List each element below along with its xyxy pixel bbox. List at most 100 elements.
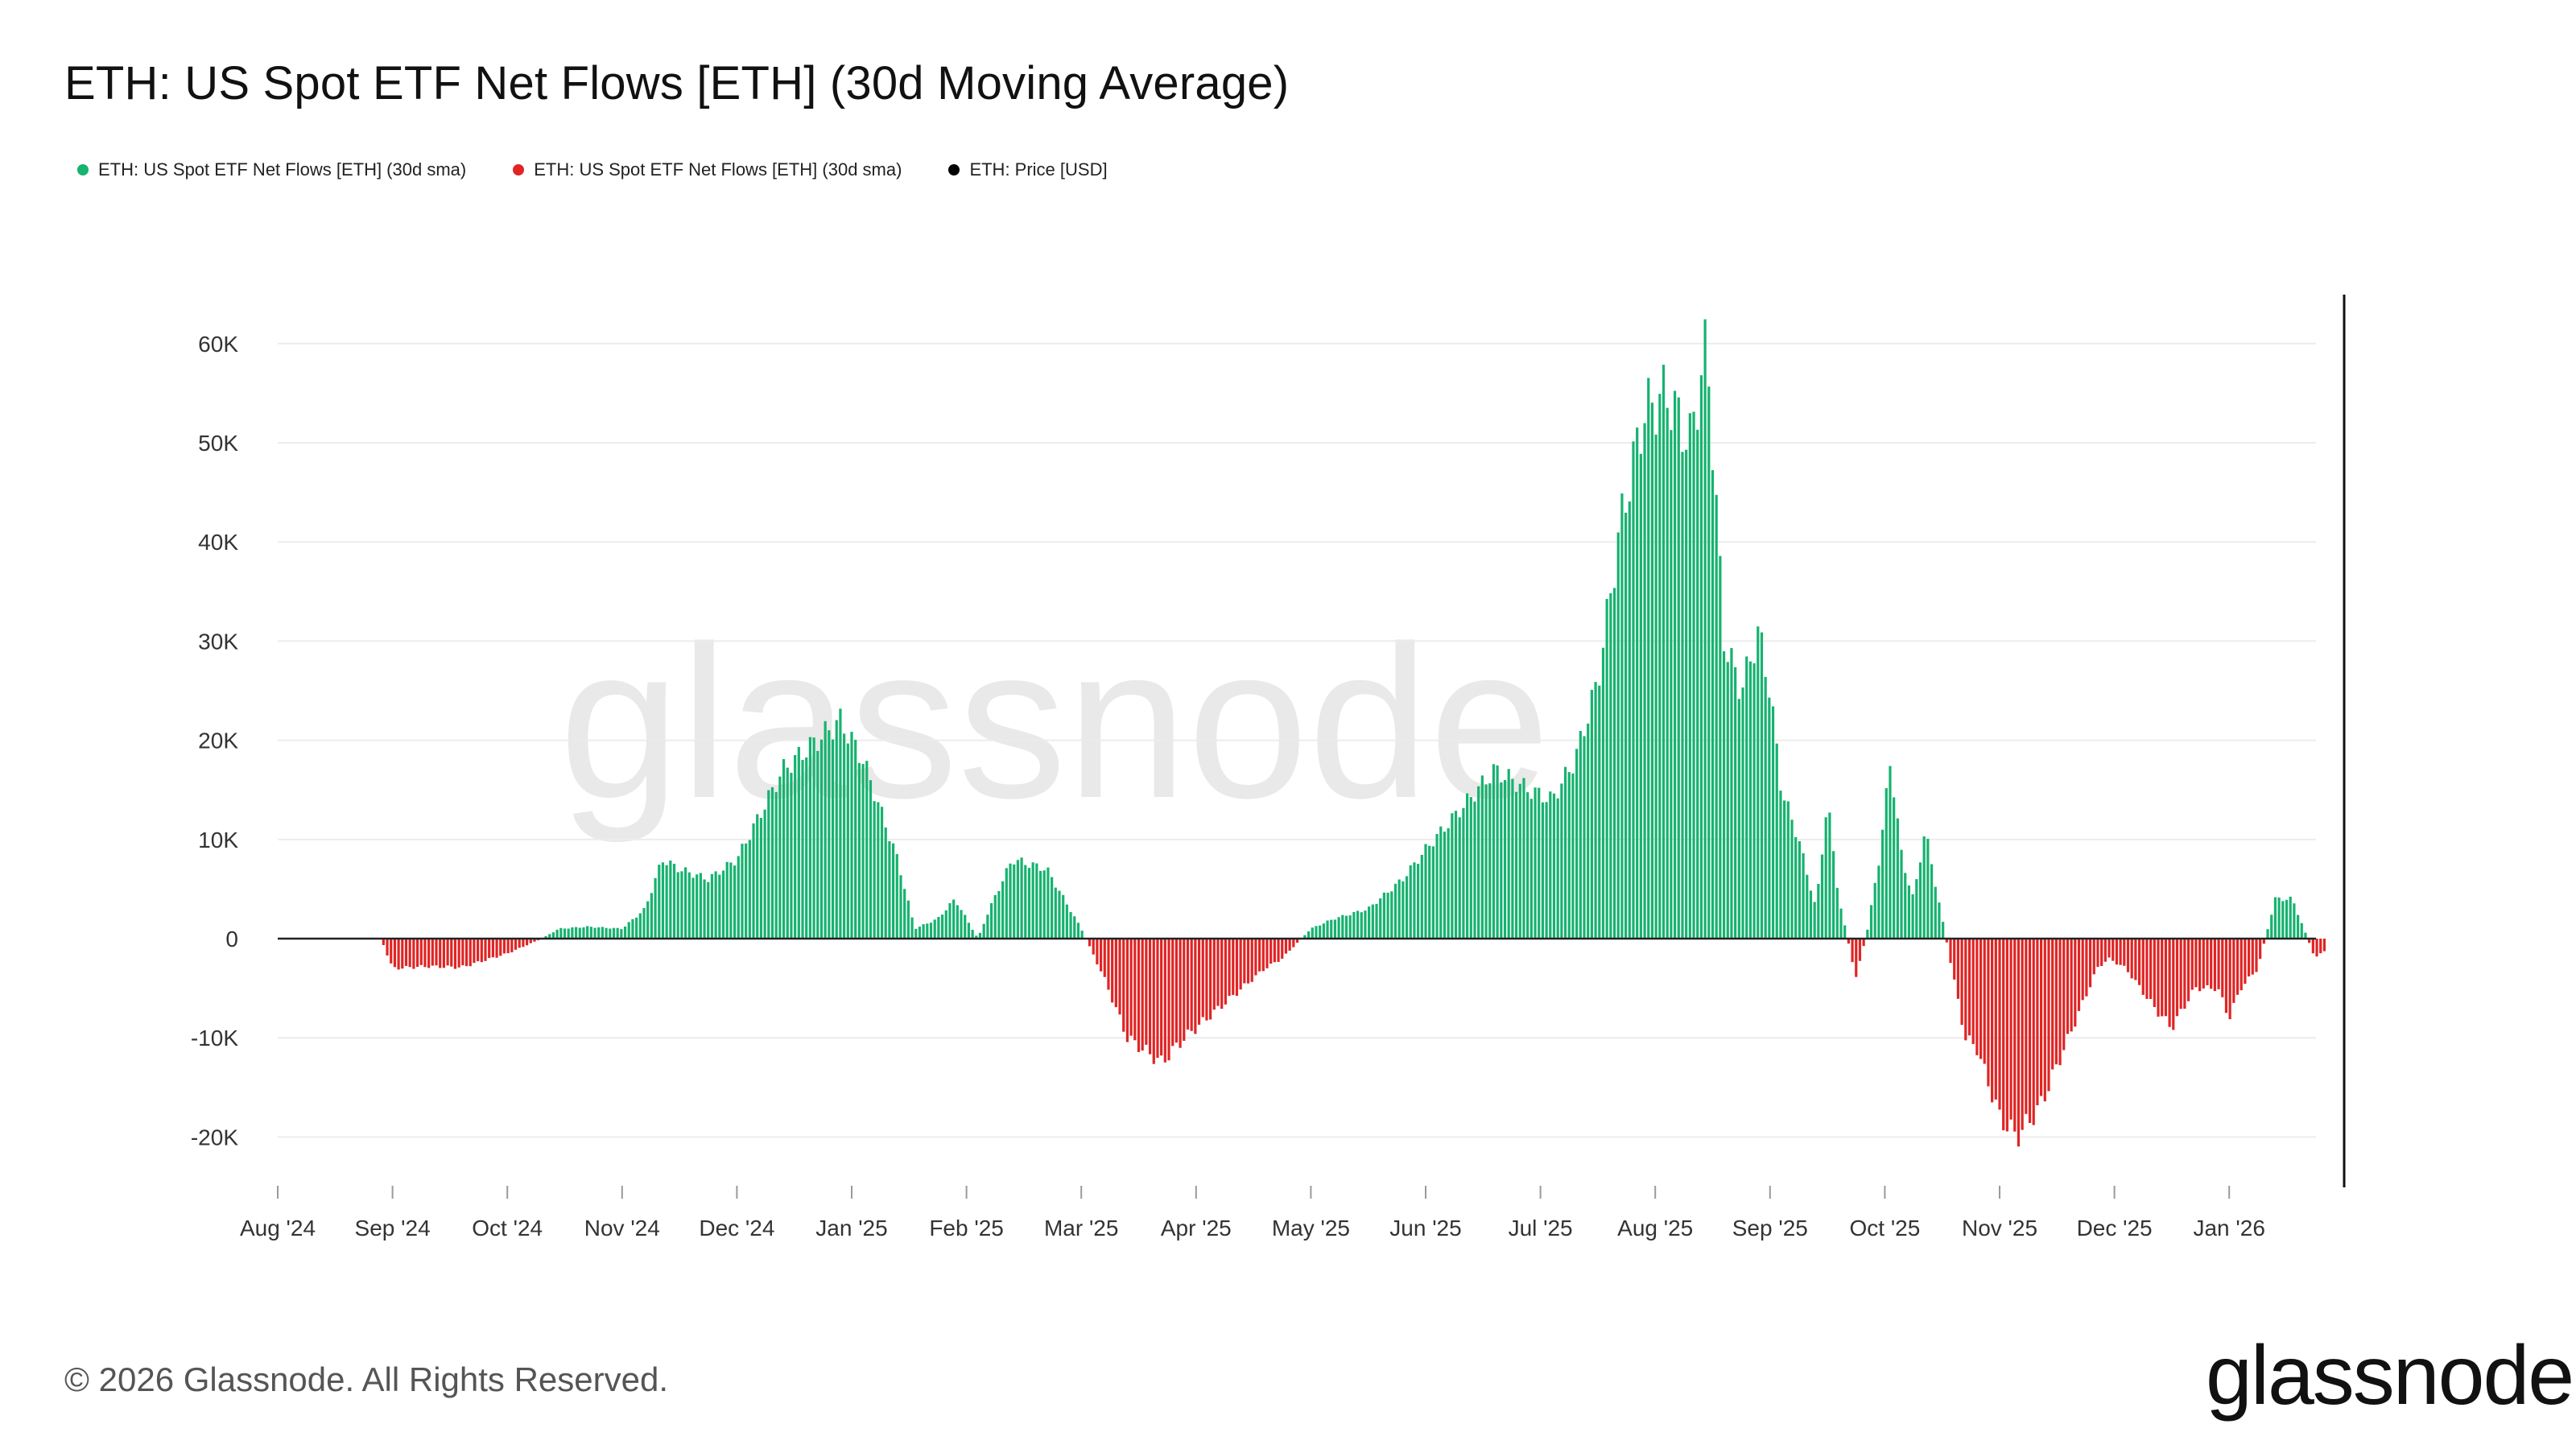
outflow-bar — [2134, 939, 2137, 980]
inflow-bar — [733, 865, 737, 939]
outflow-bar — [1137, 939, 1141, 1052]
outflow-bar — [529, 939, 532, 943]
legend-item-price[interactable]: ETH: Price [USD] — [948, 159, 1108, 180]
inflow-bar — [944, 910, 947, 939]
inflow-bar — [1820, 854, 1824, 939]
outflow-bar — [477, 939, 480, 962]
inflow-bar — [1530, 799, 1533, 939]
inflow-bar — [1616, 532, 1620, 939]
inflow-bar — [1813, 902, 1816, 939]
inflow-bar — [1798, 840, 1801, 939]
legend-item-inflows[interactable]: ETH: US Spot ETF Net Flows [ETH] (30d sm… — [77, 159, 466, 180]
outflow-bar — [1956, 939, 1960, 999]
outflow-bar — [2311, 939, 2314, 954]
outflow-bar — [2259, 939, 2262, 960]
outflow-bar — [1228, 939, 1231, 997]
inflow-bar — [1382, 892, 1386, 939]
x-tick-label: Dec '24 — [699, 1216, 774, 1241]
inflow-bar — [646, 901, 650, 939]
brand-logo: glassnode — [2206, 1329, 2574, 1422]
inflow-bar — [1307, 931, 1311, 939]
inflow-bar — [839, 708, 842, 939]
outflow-bar — [2190, 939, 2194, 990]
inflow-bar — [2277, 897, 2281, 939]
inflow-bar — [1330, 919, 1333, 939]
inflow-bar — [978, 932, 982, 939]
inflow-bar — [684, 867, 687, 939]
inflow-bar — [1042, 870, 1046, 939]
outflow-bar — [469, 939, 472, 967]
inflow-bar — [1371, 904, 1374, 939]
inflow-bar — [1484, 784, 1488, 939]
outflow-bar — [518, 939, 521, 948]
outflow-bar — [1273, 939, 1276, 963]
inflow-bar — [891, 843, 895, 939]
inflow-bar — [1647, 378, 1650, 939]
outflow-bar — [1220, 939, 1224, 1009]
inflow-bar — [612, 927, 616, 939]
inflow-bar — [714, 871, 717, 939]
inflow-bar — [869, 780, 873, 939]
inflow-bar — [903, 889, 906, 939]
outflow-bar — [1174, 939, 1179, 1043]
inflow-bar — [1918, 862, 1922, 939]
inflow-bar — [1757, 626, 1760, 939]
inflow-bar — [1832, 851, 1835, 939]
gridlines — [278, 342, 2316, 1138]
inflow-bar — [997, 890, 1001, 939]
inflow-bar — [1465, 793, 1469, 939]
inflow-bar — [922, 924, 925, 939]
inflow-bar — [1779, 791, 1782, 939]
inflow-bar — [1563, 766, 1567, 939]
inflow-bar — [1552, 793, 1556, 939]
outflow-bar — [1998, 939, 2001, 1110]
outflow-bar — [1088, 939, 1092, 947]
inflow-bar — [1417, 864, 1420, 939]
outflow-bar — [1960, 939, 1963, 1026]
inflow-bar — [1806, 874, 1809, 939]
outflow-bar — [2032, 939, 2035, 1125]
inflow-bar — [1431, 846, 1435, 939]
inflow-bar — [819, 739, 824, 939]
outflow-bar — [1186, 939, 1190, 1030]
inflow-bar — [620, 929, 623, 939]
inflow-bar — [1500, 782, 1503, 939]
inflow-bar — [725, 861, 729, 939]
inflow-bar — [1734, 667, 1737, 939]
outflow-bar — [404, 939, 408, 966]
inflow-bar — [1907, 886, 1911, 939]
outflow-bar — [1133, 939, 1137, 1041]
legend-item-outflows[interactable]: ETH: US Spot ETF Net Flows [ETH] (30d sm… — [513, 159, 902, 180]
outflow-bar — [1855, 939, 1858, 977]
inflow-bar — [1073, 916, 1076, 939]
inflow-bar — [1817, 884, 1820, 939]
inflow-bar — [1360, 912, 1363, 939]
inflow-bar — [1348, 915, 1352, 939]
outflow-bar — [1862, 939, 1865, 947]
inflow-bar — [1893, 797, 1896, 939]
inflow-bar — [929, 923, 933, 939]
inflow-bar — [1764, 676, 1767, 939]
inflow-bar — [910, 917, 914, 939]
inflow-bar — [1904, 873, 1907, 939]
outflow-bar — [2051, 939, 2054, 1070]
inflow-bar — [1065, 904, 1068, 939]
axes: -20K-10K010K20K30K40K50K60K$1k$2k$3k$5kA… — [191, 295, 2346, 1241]
inflow-bar — [737, 856, 740, 939]
outflow-bar — [2232, 939, 2235, 1003]
outflow-bar — [464, 939, 469, 967]
inflow-bar — [1843, 925, 1847, 939]
outflow-bar — [1254, 939, 1257, 976]
inflow-bar — [1722, 651, 1726, 939]
inflow-bar — [993, 894, 997, 939]
inflow-bar — [1451, 813, 1454, 939]
inflow-bar — [770, 786, 774, 939]
outflow-bar — [2175, 939, 2179, 1017]
outflow-bar — [1987, 939, 1990, 1087]
inflow-bar — [1326, 920, 1329, 939]
inflow-bar — [967, 923, 971, 939]
inflow-bar — [555, 929, 559, 939]
outflow-bar — [2255, 939, 2258, 972]
inflow-bar — [857, 762, 861, 939]
inflow-bar — [2285, 899, 2289, 939]
